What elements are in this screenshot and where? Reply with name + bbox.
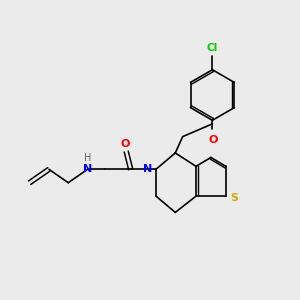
Text: N: N — [143, 164, 152, 174]
Text: H: H — [84, 153, 91, 163]
Text: S: S — [230, 193, 238, 202]
Text: O: O — [208, 134, 218, 145]
Text: N: N — [83, 164, 92, 174]
Text: Cl: Cl — [207, 44, 218, 53]
Text: O: O — [120, 139, 129, 148]
